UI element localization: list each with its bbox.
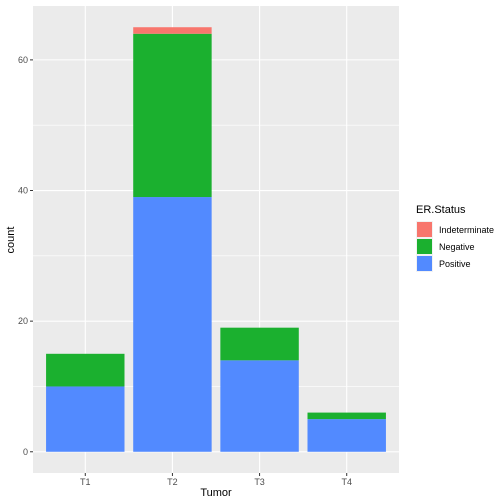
bar-t4-negative <box>307 412 386 420</box>
legend-label-indeterminate: Indeterminate <box>439 225 494 235</box>
bar-t2-negative <box>133 33 212 198</box>
bar-t3-positive <box>220 360 299 452</box>
x-tick-label: T1 <box>80 477 91 487</box>
bar-t2-indeterminate <box>133 27 212 34</box>
x-axis: T1 T2 T3 T4 <box>80 473 352 487</box>
y-tick-label: 20 <box>18 316 28 326</box>
y-axis-title: count <box>5 227 17 254</box>
legend-key-positive <box>417 256 432 271</box>
y-tick-label: 0 <box>23 447 28 457</box>
x-tick-label: T2 <box>167 477 178 487</box>
y-axis: 0 20 40 60 <box>18 55 33 457</box>
bar-t2-positive <box>133 197 212 452</box>
legend: ER.Status Indeterminate Negative Positive <box>416 204 494 272</box>
x-axis-title: Tumor <box>200 487 232 499</box>
y-tick-label: 40 <box>18 186 28 196</box>
legend-title: ER.Status <box>416 204 466 216</box>
legend-key-indeterminate <box>417 222 432 237</box>
x-tick-label: T3 <box>254 477 265 487</box>
bar-t1-negative <box>46 353 125 387</box>
legend-key-negative <box>417 239 432 254</box>
x-tick-label: T4 <box>341 477 352 487</box>
bar-t1-positive <box>46 386 125 452</box>
legend-label-negative: Negative <box>439 242 475 252</box>
y-tick-label: 60 <box>18 55 28 65</box>
bar-t4-positive <box>307 419 386 452</box>
legend-label-positive: Positive <box>439 259 471 269</box>
bars <box>46 27 386 452</box>
bar-t3-negative <box>220 327 299 361</box>
